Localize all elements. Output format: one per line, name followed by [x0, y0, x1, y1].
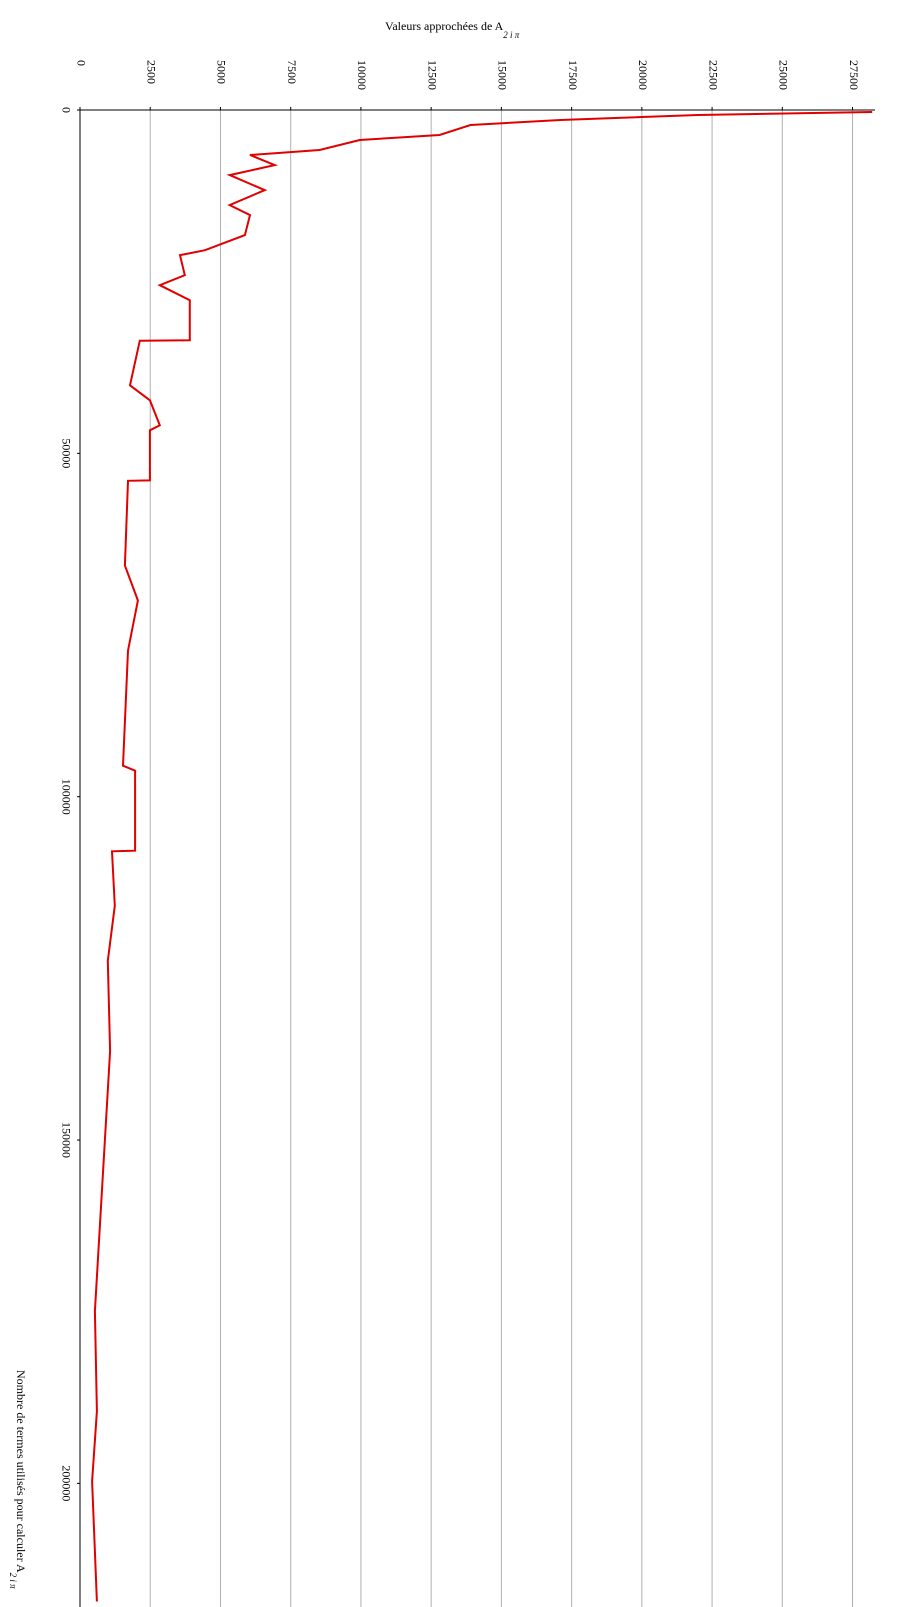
value-tick-label: 22500 [706, 60, 720, 90]
value-tick-label: 12500 [425, 60, 439, 90]
title-text: Valeurs approchées de A [385, 19, 504, 33]
terms-tick-label: 0 [59, 107, 73, 113]
value-tick-label: 25000 [777, 60, 791, 90]
value-tick-label: 10000 [355, 60, 369, 90]
value-tick-label: 17500 [566, 60, 580, 90]
terms-tick-label: 50000 [59, 438, 73, 468]
value-tick-label: 15000 [496, 60, 510, 90]
terms-tick-label: 200000 [59, 1465, 73, 1501]
value-tick-label: 2500 [144, 60, 158, 84]
value-tick-label: 7500 [285, 60, 299, 84]
value-tick-label: 27500 [847, 60, 861, 90]
value-tick-label: 20000 [636, 60, 650, 90]
chart-title: Valeurs approchées de A2 i π [385, 19, 520, 40]
terms-tick-label: 100000 [59, 779, 73, 815]
x-label-subscript: 2 i π [8, 1573, 18, 1590]
value-tick-label: 0 [74, 60, 88, 66]
value-tick-label: 5000 [215, 60, 229, 84]
x-axis-label: Nombre de termes utilisés pour calculer … [8, 1370, 28, 1589]
terms-tick-label: 150000 [59, 1122, 73, 1158]
data-line [91, 111, 873, 1602]
title-subscript: 2 i π [503, 30, 520, 40]
x-label-text: Nombre de termes utilisés pour calculer … [14, 1370, 28, 1573]
